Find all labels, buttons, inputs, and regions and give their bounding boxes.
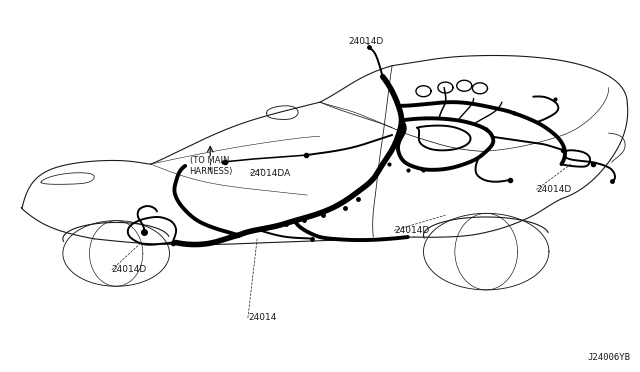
Text: 24014D: 24014D	[112, 265, 147, 274]
Text: (TO MAIN
HARNESS): (TO MAIN HARNESS)	[189, 156, 233, 176]
Text: 24014D: 24014D	[536, 185, 572, 194]
Text: J24006YB: J24006YB	[588, 353, 630, 362]
Text: 24014D: 24014D	[394, 226, 429, 235]
Text: 24014DA: 24014DA	[250, 169, 291, 178]
Text: 24014D: 24014D	[348, 38, 383, 46]
Text: 24014: 24014	[248, 314, 276, 323]
